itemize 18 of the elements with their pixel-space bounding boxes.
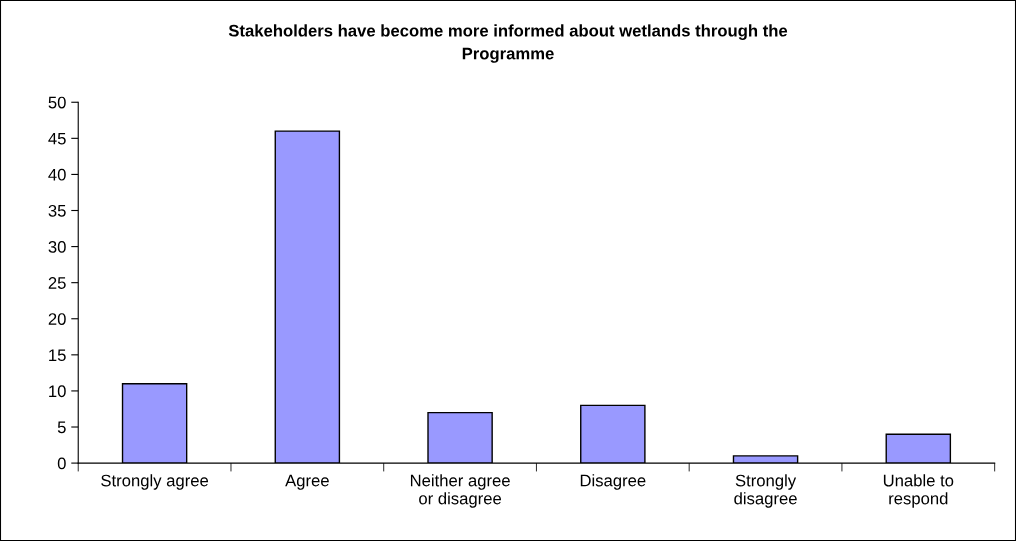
y-tick-label: 30 [48, 240, 66, 253]
y-tick-label: 20 [48, 313, 66, 325]
y-tick-label: 10 [49, 385, 66, 398]
y-tick-label: 5 [57, 421, 66, 434]
y-tick-label: 45 [48, 132, 66, 145]
y-tick-label: 25 [48, 277, 66, 289]
x-tick-label: Disagree [580, 474, 646, 490]
y-tick-label: 50 [48, 96, 66, 109]
y-tick-label: 0 [57, 457, 66, 470]
x-tick-label: Neither agree or disagree [410, 474, 510, 508]
x-tick-label: Strongly agree [101, 474, 209, 490]
y-tick-label: 40 [48, 168, 66, 181]
y-tick-label: 15 [49, 349, 66, 362]
x-tick-label: Agree [285, 474, 329, 490]
y-tick-label: 35 [48, 204, 66, 217]
x-tick-label: Strongly disagree [734, 474, 797, 508]
chart-title: Stakeholders have become more informed about wetlands through the Programme [228, 24, 788, 63]
x-tick-label: Unable to respond [883, 474, 954, 508]
